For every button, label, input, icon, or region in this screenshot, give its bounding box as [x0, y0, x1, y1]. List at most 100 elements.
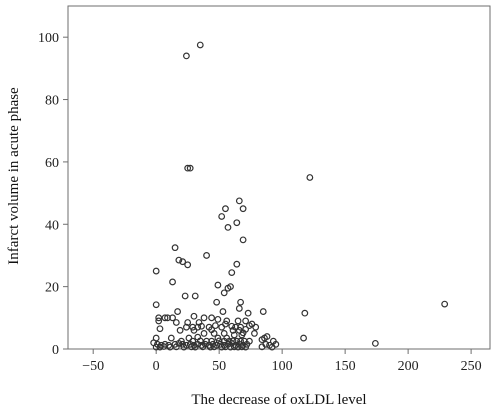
data-point	[190, 312, 198, 320]
data-point	[235, 305, 243, 312]
x-tick-label: 0	[153, 359, 160, 374]
data-point	[210, 343, 218, 351]
data-point	[191, 343, 199, 351]
x-axis-ticks: −50 0 50 100 150 200 250	[82, 349, 482, 374]
data-point	[234, 343, 242, 351]
data-point	[171, 244, 179, 252]
data-point	[233, 219, 241, 227]
data-point	[210, 330, 218, 337]
data-point	[156, 325, 164, 333]
data-point	[156, 343, 164, 351]
data-point	[176, 326, 184, 334]
data-point	[223, 317, 231, 325]
data-point	[198, 322, 205, 330]
data-point	[261, 334, 268, 342]
y-tick-label: 40	[45, 218, 59, 233]
data-point	[172, 343, 180, 351]
data-point	[371, 339, 379, 347]
data-point	[161, 314, 169, 322]
data-point	[213, 298, 221, 306]
data-point	[259, 308, 267, 315]
x-axis-label: The decrease of oxLDL level	[191, 392, 366, 408]
data-point	[206, 343, 214, 351]
data-point	[227, 343, 234, 351]
data-point	[242, 343, 250, 351]
data-point	[160, 343, 168, 350]
data-point	[181, 292, 189, 300]
data-point	[239, 205, 247, 213]
x-tick-label: 250	[461, 359, 482, 374]
data-point	[228, 269, 236, 277]
data-point	[224, 284, 232, 292]
data-point	[220, 289, 228, 297]
data-point	[188, 343, 195, 351]
data-point	[237, 298, 244, 306]
data-point	[198, 341, 205, 349]
data-point	[228, 322, 236, 330]
data-points	[150, 41, 449, 351]
data-point	[218, 213, 226, 220]
y-tick-label: 80	[45, 94, 59, 109]
data-point	[214, 281, 222, 289]
data-point	[244, 309, 252, 317]
data-point	[252, 323, 260, 331]
y-axis-label: Infarct volume in acute phase	[6, 87, 22, 265]
data-point	[230, 343, 238, 351]
data-point	[224, 223, 232, 231]
data-point	[199, 343, 207, 351]
x-tick-label: 50	[212, 359, 226, 374]
data-point	[186, 164, 194, 172]
data-point	[239, 236, 247, 244]
data-point	[268, 343, 276, 351]
data-point	[179, 258, 187, 266]
data-point	[169, 278, 176, 286]
data-point	[301, 309, 309, 317]
data-point	[233, 260, 241, 268]
data-point	[218, 323, 226, 331]
data-point	[191, 292, 199, 300]
data-point	[238, 343, 246, 351]
data-point	[166, 343, 174, 351]
data-point	[441, 300, 449, 308]
data-point	[218, 343, 226, 351]
y-tick-label: 100	[38, 31, 59, 46]
y-tick-label: 60	[45, 156, 59, 171]
data-point	[229, 326, 237, 334]
data-point	[169, 314, 176, 322]
data-point	[251, 330, 258, 337]
x-tick-label: 100	[272, 359, 293, 374]
data-point	[211, 322, 219, 330]
data-point	[184, 164, 192, 172]
data-point	[203, 252, 210, 259]
data-point	[222, 205, 229, 213]
data-point	[214, 315, 222, 323]
data-point	[300, 334, 307, 342]
data-point	[190, 326, 198, 334]
data-point	[152, 301, 160, 309]
x-tick-label: −50	[82, 359, 104, 374]
x-tick-label: 150	[335, 359, 356, 374]
data-point	[174, 308, 181, 315]
data-point	[245, 322, 253, 330]
plot-area	[67, 5, 491, 350]
data-point	[184, 319, 192, 326]
data-point	[258, 343, 266, 351]
data-point	[167, 334, 175, 342]
data-point	[306, 174, 314, 181]
data-point	[152, 267, 160, 275]
data-point	[238, 331, 246, 339]
data-point	[208, 314, 216, 322]
x-tick-label: 200	[398, 359, 419, 374]
y-tick-label: 20	[45, 281, 59, 296]
data-point	[183, 323, 190, 331]
data-point	[183, 52, 190, 60]
data-point	[196, 41, 204, 49]
data-point	[152, 343, 160, 351]
data-point	[175, 256, 183, 264]
data-point	[172, 319, 180, 326]
data-point	[219, 308, 227, 315]
data-point	[200, 330, 208, 337]
data-point	[242, 317, 250, 325]
data-point	[234, 317, 242, 325]
